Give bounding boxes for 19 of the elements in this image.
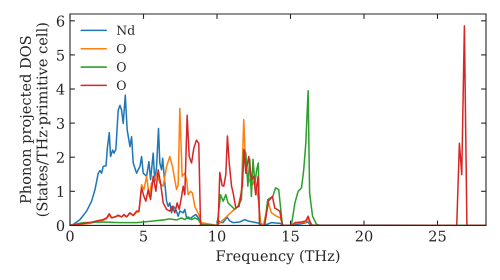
y-tick-label: 4: [56, 84, 64, 95]
y-tick-label: 6: [56, 16, 64, 27]
legend-label: O: [116, 44, 126, 54]
y-tick-label: 2: [56, 152, 64, 163]
y-tick-label: 3: [56, 118, 64, 129]
legend-label: O: [116, 80, 126, 90]
x-tick-label: 15: [282, 230, 299, 242]
x-axis-title: Frequency (THz): [216, 250, 340, 264]
x-tick-label: 25: [429, 230, 446, 242]
x-tick-label: 0: [66, 230, 74, 242]
legend-label: O: [116, 62, 126, 72]
x-tick-label: 5: [140, 230, 148, 242]
y-tick-label: 0: [56, 220, 64, 232]
x-tick-label: 10: [209, 230, 226, 242]
y-tick-label: 5: [57, 50, 64, 61]
legend-label: Nd: [116, 25, 135, 35]
y-tick-label: 1: [58, 186, 64, 197]
x-tick-label: 20: [356, 230, 372, 242]
y-axis-title: Phonon projected DOS (States/THz·primitive cell): [20, 23, 50, 216]
